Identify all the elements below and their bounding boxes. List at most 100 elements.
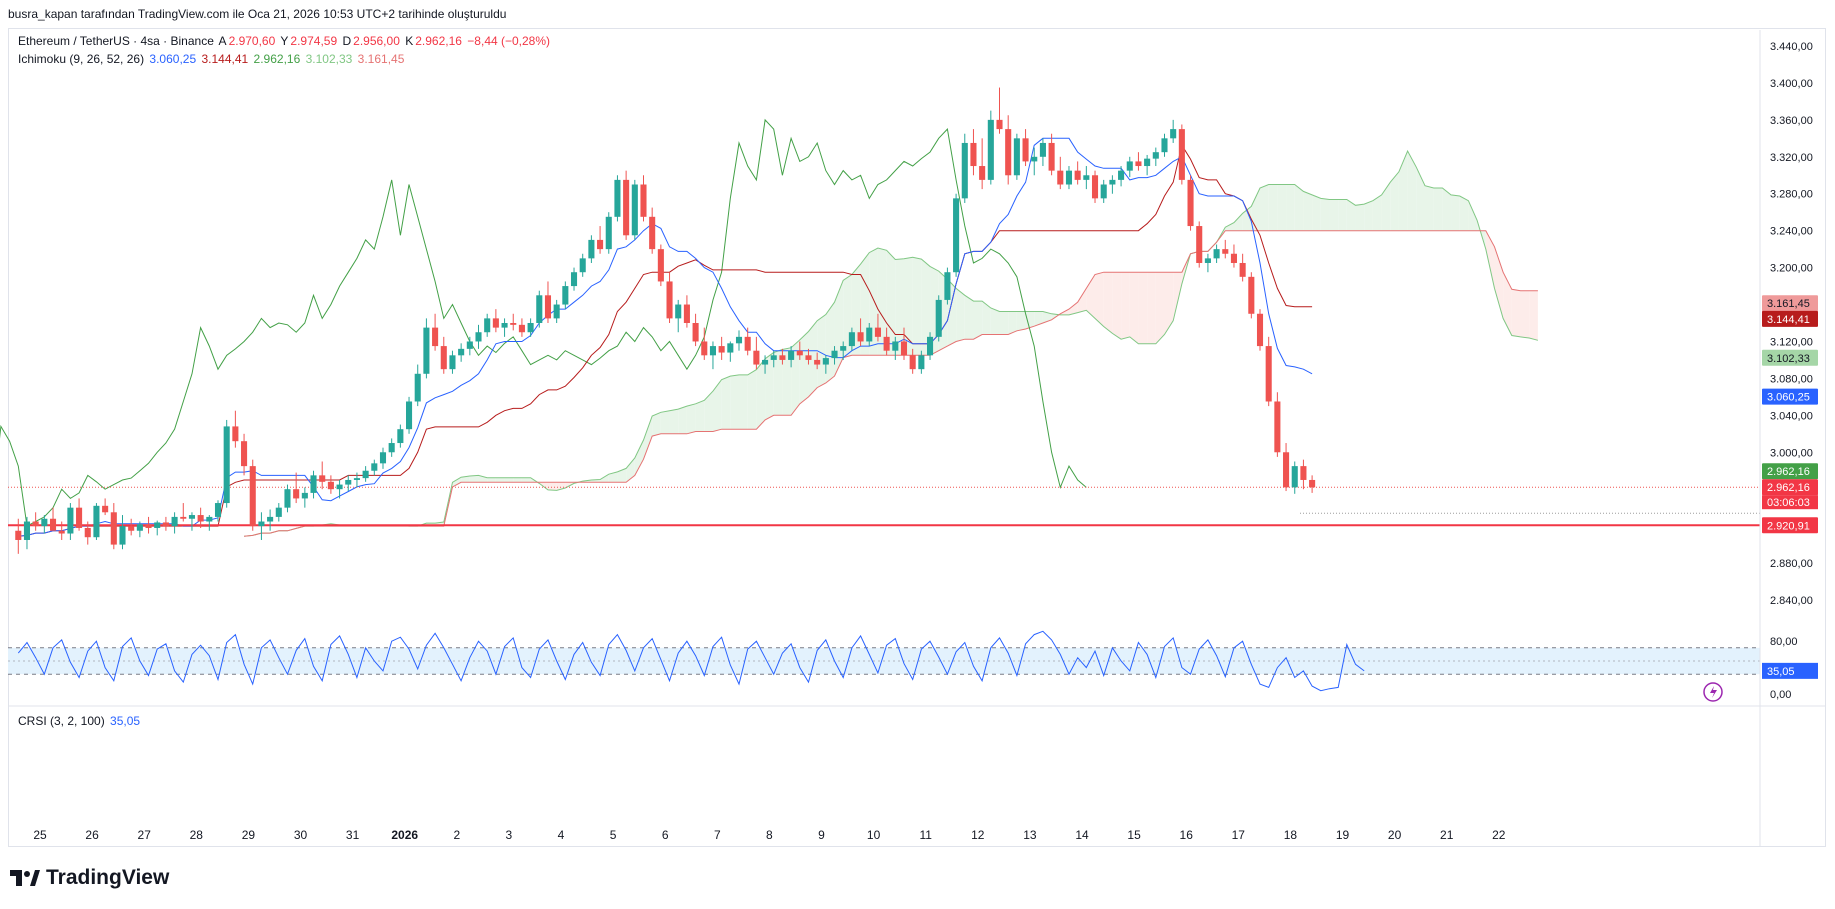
lead-a-tag (1762, 349, 1818, 366)
price-tick-label: 3.080,00 (1770, 373, 1813, 385)
candle-body (145, 524, 152, 528)
candle-body (484, 318, 491, 333)
cloud-segment (1433, 187, 1443, 231)
crsi-legend[interactable]: CRSI (3, 2, 100) 35,05 (18, 714, 142, 728)
cloud-segment (1294, 184, 1304, 231)
candle-body (675, 304, 682, 319)
candle-body (1135, 161, 1142, 167)
alert-icon[interactable] (1703, 682, 1723, 702)
candle-body (58, 530, 65, 534)
cloud-segment (1407, 151, 1417, 231)
candle-body (779, 355, 786, 360)
candle-body (492, 318, 499, 328)
cloud-segment (678, 406, 687, 434)
time-tick-label: 4 (558, 828, 565, 842)
candle-body (267, 516, 274, 522)
price-axis: 3.440,00 3.400,00 3.360,00 3.320,00 3.280,00… (8, 30, 1826, 846)
cloud-segment (739, 374, 748, 430)
time-tick-label: 16 (1180, 828, 1194, 842)
candle-body (727, 343, 734, 353)
cloud-segment (1338, 199, 1347, 231)
cloud-segment (808, 320, 818, 397)
time-tick-label: 17 (1232, 828, 1246, 842)
ohlc-high: 2.974,59 (290, 34, 338, 48)
candle-body (1005, 129, 1012, 176)
cloud-segment (669, 409, 679, 434)
candle-body (284, 489, 291, 508)
cloud-segment (1164, 272, 1174, 335)
candle-body (892, 341, 899, 351)
cloud-segment (990, 307, 1000, 335)
time-tick-label: 13 (1023, 828, 1037, 842)
last-price-tag (1762, 479, 1818, 496)
candle-body (657, 249, 664, 282)
cloud-segment (1346, 199, 1356, 231)
candle-body (1213, 249, 1220, 259)
candle-body (458, 348, 465, 356)
candle-body (110, 512, 117, 545)
cloud-segment (921, 259, 931, 356)
candle-body (188, 515, 195, 519)
cloud-segment (1312, 194, 1321, 231)
crsi-tick-label: 35,05 (1767, 666, 1795, 678)
cloud-segment (1112, 272, 1122, 340)
cloud-segment (1233, 213, 1243, 231)
cloud-segment (817, 314, 826, 388)
candle-body (1300, 466, 1307, 480)
candle-body (614, 179, 621, 217)
cloud-segment (765, 352, 774, 420)
reference-lines (8, 486, 1760, 527)
cloud-segment (1225, 222, 1234, 231)
time-tick-label: 27 (138, 828, 152, 842)
candle-body (1187, 179, 1194, 227)
conversion-tag (1762, 388, 1818, 405)
candle-body (1309, 479, 1316, 488)
price-tick-label: 3.040,00 (1770, 410, 1813, 422)
candle-body (683, 304, 690, 323)
candle-body (32, 521, 39, 527)
crsi-value-tag (1762, 662, 1818, 679)
candle-body (527, 323, 534, 333)
candle-body (840, 346, 847, 351)
time-tick-label: 14 (1075, 828, 1089, 842)
cloud-segment (999, 311, 1009, 335)
candle-body (1065, 170, 1073, 185)
cloud-segment (504, 477, 514, 483)
candle-body (1057, 170, 1064, 185)
candle-body (909, 355, 916, 370)
candle-body (1222, 249, 1229, 254)
candle-body (362, 470, 369, 479)
time-tick-label: 3 (506, 828, 513, 842)
cloud-segment (773, 349, 783, 416)
price-tick-label: 2.880,00 (1770, 558, 1813, 570)
cloud-segment (1529, 290, 1538, 341)
candle-body (953, 198, 960, 273)
cloud-segment (1121, 272, 1130, 340)
price-tick-label: 3.000,00 (1770, 447, 1813, 459)
cloud-segment (825, 302, 835, 384)
symbol-legend[interactable]: Ethereum / TetherUS · 4sa · Binance A 2.9… (18, 34, 552, 48)
ohlc-low-label: D (342, 34, 352, 48)
cloud-segment (1095, 272, 1104, 327)
candle-body (701, 341, 708, 356)
candle-body (709, 346, 716, 356)
crsi-tick-label: 0,00 (1770, 689, 1791, 701)
price-tags: 3.161,45 3.144,41 3.102,33 3.060,25 2.962,16… (1762, 295, 1818, 534)
time-tick-label: 12 (971, 828, 985, 842)
ichimoku-legend[interactable]: Ichimoku (9, 26, 52, 26) 3.060,25 3.144,… (18, 52, 406, 66)
cloud-segment (730, 374, 740, 430)
conversion-label: 3.060,25 (1767, 392, 1810, 404)
time-tick-label: 9 (818, 828, 825, 842)
time-tick-label: 28 (190, 828, 204, 842)
candle-body (883, 336, 890, 351)
lead-b-label: 3.161,45 (1767, 298, 1810, 310)
candle-body (857, 332, 864, 342)
tradingview-logo[interactable]: TradingView (10, 866, 169, 890)
candle-body (544, 295, 552, 319)
candle-body (232, 426, 239, 442)
last-price-label: 2.962,16 (1767, 482, 1810, 494)
cloud-segment (1268, 184, 1278, 231)
cloud-segment (652, 412, 661, 437)
lagging-tag (1762, 463, 1818, 480)
